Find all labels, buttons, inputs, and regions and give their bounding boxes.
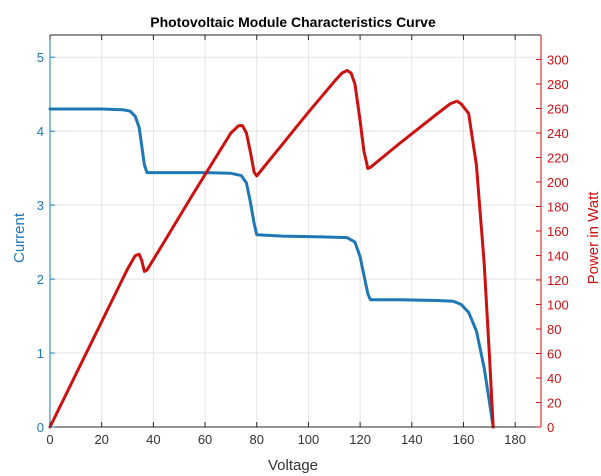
x-tick-label: 180 bbox=[504, 432, 526, 447]
right-y-tick-label: 120 bbox=[547, 273, 569, 288]
right-y-tick-label: 200 bbox=[547, 175, 569, 190]
current-series-line bbox=[48, 107, 495, 429]
right-y-axis-label: Power in Watt bbox=[585, 191, 601, 285]
chart-title: Photovoltaic Module Characteristics Curv… bbox=[150, 14, 436, 30]
right-y-tick-label: 20 bbox=[547, 396, 561, 411]
x-tick-label: 140 bbox=[401, 432, 423, 447]
x-tick-label: 20 bbox=[94, 432, 108, 447]
left-y-tick-label: 2 bbox=[37, 272, 44, 287]
right-y-tick-label: 220 bbox=[547, 151, 569, 166]
right-y-tick-label: 160 bbox=[547, 224, 569, 239]
right-y-tick-label: 260 bbox=[547, 102, 569, 117]
power-series-line bbox=[48, 69, 495, 429]
gridlines bbox=[49, 35, 541, 428]
left-y-tick-label: 5 bbox=[37, 50, 44, 65]
right-y-tick-label: 280 bbox=[547, 77, 569, 92]
left-y-axis-label: Current bbox=[11, 212, 28, 263]
right-y-tick-label: 140 bbox=[547, 249, 569, 264]
x-tick-label: 40 bbox=[146, 432, 160, 447]
series-layer bbox=[48, 69, 495, 429]
left-y-tick-label: 4 bbox=[37, 124, 44, 139]
x-tick-label: 80 bbox=[250, 432, 264, 447]
x-tick-label: 100 bbox=[298, 432, 320, 447]
left-y-axis-ticks: 0 1 2 3 4 5 bbox=[37, 50, 55, 435]
left-y-tick-label: 0 bbox=[37, 420, 44, 435]
left-y-tick-label: 1 bbox=[37, 346, 44, 361]
right-y-tick-label: 100 bbox=[547, 298, 569, 313]
x-axis-ticks: 0 20 40 60 80 100 120 140 160 180 bbox=[46, 35, 526, 447]
right-y-tick-label: 240 bbox=[547, 126, 569, 141]
plot-frame bbox=[49, 34, 542, 428]
x-axis-label: Voltage bbox=[268, 457, 318, 474]
left-y-tick-label: 3 bbox=[37, 198, 44, 213]
x-tick-label: 60 bbox=[198, 432, 212, 447]
right-y-axis-ticks: 0 20 40 60 80 100 120 140 160 180 200 220 240 260 280 3… bbox=[536, 53, 569, 435]
right-y-tick-label: 300 bbox=[547, 53, 569, 68]
x-tick-label: 0 bbox=[46, 432, 53, 447]
right-y-tick-label: 80 bbox=[547, 322, 561, 337]
right-y-tick-label: 60 bbox=[547, 347, 561, 362]
right-y-tick-label: 180 bbox=[547, 200, 569, 215]
x-tick-label: 120 bbox=[349, 432, 371, 447]
right-y-tick-label: 40 bbox=[547, 371, 561, 386]
x-tick-label: 160 bbox=[453, 432, 475, 447]
right-y-tick-label: 0 bbox=[547, 420, 554, 435]
